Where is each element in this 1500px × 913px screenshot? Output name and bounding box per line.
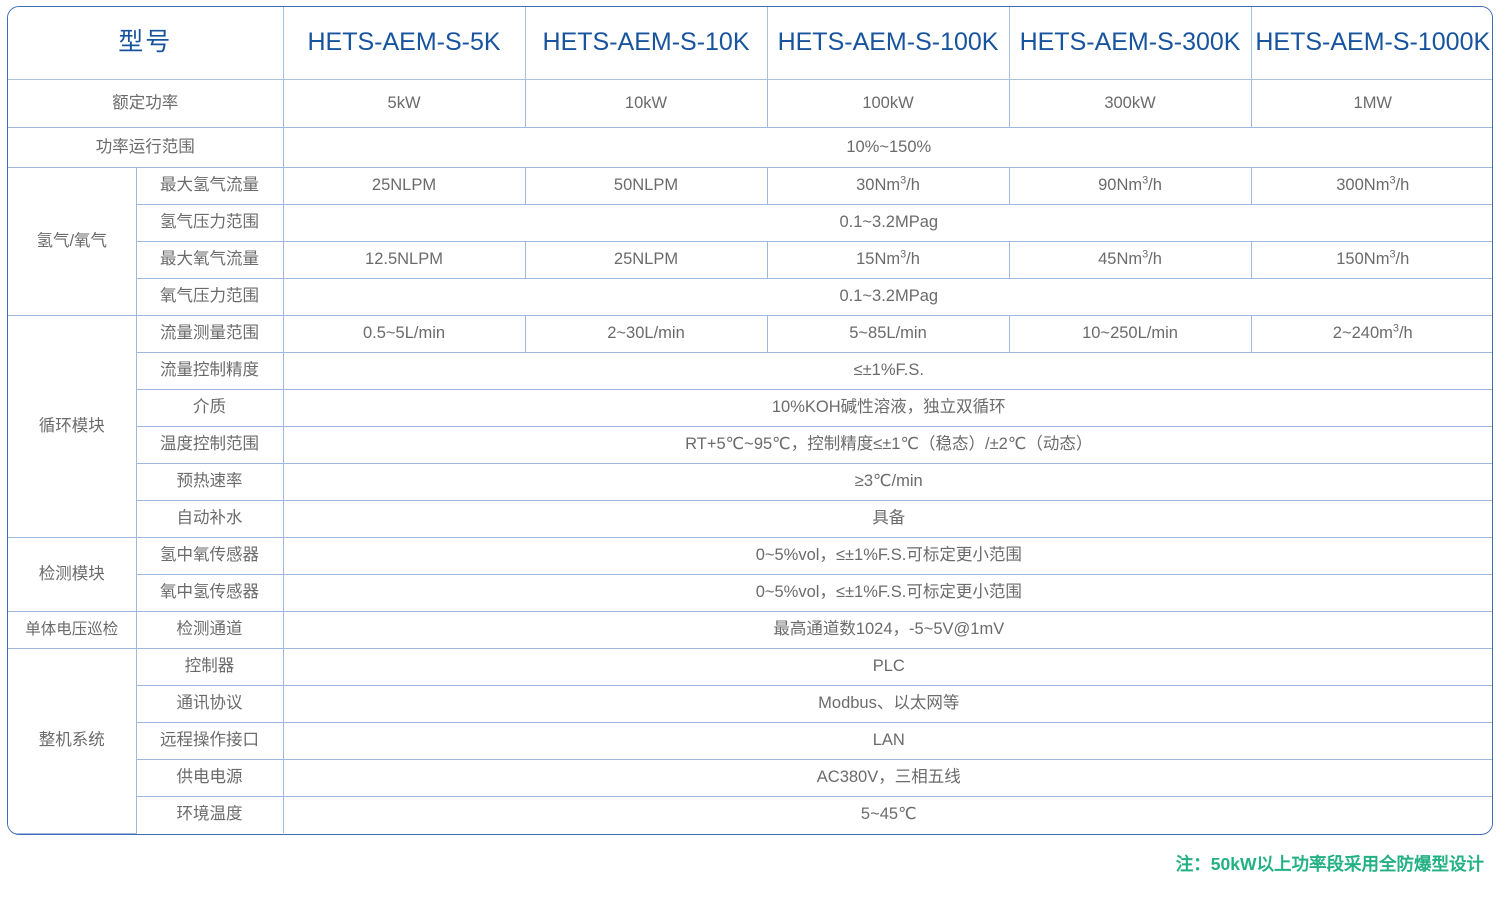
cell-preheat-rate-value: ≥3℃/min	[282, 462, 1492, 501]
cell-rated-power-4: 300kW	[1008, 78, 1252, 128]
cell-max-o2-flow-4: 45Nm3/h	[1008, 240, 1252, 279]
group-label-detection-module: 检测模块	[8, 536, 137, 612]
cell-flow-measure-range-1: 0.5~5L/min	[282, 314, 526, 353]
header-cell-model-3: HETS-AEM-S-100K	[766, 7, 1010, 80]
row-preheat-rate: 预热速率 ≥3℃/min	[8, 462, 1492, 501]
group-label-complete-system: 整机系统	[8, 647, 137, 834]
cell-communication-protocol-value: Modbus、以太网等	[282, 684, 1492, 723]
row-label-h2-pressure-range: 氢气压力范围	[136, 203, 284, 242]
cell-max-h2-flow-3: 30Nm3/h	[766, 166, 1010, 205]
row-ambient-temperature: 环境温度 5~45℃	[8, 795, 1492, 833]
cell-flow-measure-range-3: 5~85L/min	[766, 314, 1010, 353]
cell-max-o2-flow-3: 15Nm3/h	[766, 240, 1010, 279]
row-o2-pressure-range: 氧气压力范围 0.1~3.2MPag	[8, 277, 1492, 316]
cell-controller-value: PLC	[282, 647, 1492, 686]
cell-o2-pressure-range-value: 0.1~3.2MPag	[282, 277, 1492, 316]
group-label-cell-voltage-inspection: 单体电压巡检	[8, 610, 137, 649]
row-label-detection-channel: 检测通道	[135, 610, 284, 649]
row-label-max-o2-flow: 最大氧气流量	[136, 240, 284, 279]
row-communication-protocol: 通讯协议 Modbus、以太网等	[8, 684, 1492, 723]
header-cell-model: 型号	[8, 7, 284, 80]
cell-medium-value: 10%KOH碱性溶液，独立双循环	[282, 388, 1492, 427]
row-label-flow-control-accuracy: 流量控制精度	[136, 351, 284, 390]
header-cell-model-1: HETS-AEM-S-5K	[282, 7, 526, 80]
row-medium: 介质 10%KOH碱性溶液，独立双循环	[8, 388, 1492, 427]
cell-auto-water-refill-value: 具备	[282, 499, 1492, 538]
cell-detection-channel-value: 最高通道数1024，-5~5V@1mV	[282, 610, 1492, 649]
group-label-hydrogen-oxygen: 氢气/氧气	[8, 166, 137, 316]
row-max-h2-flow: 氢气/氧气 最大氢气流量 25NLPM 50NLPM 30Nm3/h 90Nm3…	[8, 166, 1492, 316]
row-label-o2-in-h2-sensor: 氢中氧传感器	[135, 536, 284, 575]
row-power-range: 功率运行范围 10%~150%	[8, 126, 1492, 168]
cell-flow-measure-range-4: 10~250L/min	[1008, 314, 1252, 353]
row-flow-measure-range: 循环模块 流量测量范围 0.5~5L/min 2~30L/min 5~85L/m…	[8, 314, 1492, 538]
table-body: 型号 HETS-AEM-S-5K HETS-AEM-S-10K HETS-AEM…	[8, 7, 1492, 834]
row-label-temperature-control-range: 温度控制范围	[136, 425, 284, 464]
cell-h2-pressure-range-value: 0.1~3.2MPag	[282, 203, 1492, 242]
row-label-remote-interface: 远程操作接口	[136, 721, 284, 760]
cell-flow-measure-range-5: 2~240m3/h	[1250, 314, 1492, 353]
row-temperature-control-range: 温度控制范围 RT+5℃~95℃，控制精度≤±1℃（稳态）/±2℃（动态）	[8, 425, 1492, 464]
header-model-label: 型号	[118, 28, 173, 57]
row-label-power-supply: 供电电源	[136, 758, 284, 797]
row-flow-control-accuracy: 流量控制精度 ≤±1%F.S.	[8, 351, 1492, 390]
row-detection-channel: 单体电压巡检 检测通道 最高通道数1024，-5~5V@1mV	[8, 610, 1492, 649]
row-power-supply: 供电电源 AC380V，三相五线	[8, 758, 1492, 797]
row-label-max-h2-flow: 最大氢气流量	[135, 166, 284, 205]
row-h2-in-o2-sensor: 氧中氢传感器 0~5%vol，≤±1%F.S.可标定更小范围	[8, 573, 1492, 612]
cell-h2-in-o2-sensor-value: 0~5%vol，≤±1%F.S.可标定更小范围	[282, 573, 1492, 612]
row-label-medium: 介质	[136, 388, 284, 427]
row-remote-interface: 远程操作接口 LAN	[8, 721, 1492, 760]
specification-table-container: 型号 HETS-AEM-S-5K HETS-AEM-S-10K HETS-AEM…	[7, 6, 1493, 835]
cell-max-o2-flow-2: 25NLPM	[524, 240, 768, 279]
footnote-text: 注：50kW以上功率段采用全防爆型设计	[1175, 854, 1484, 874]
specification-table: 型号 HETS-AEM-S-5K HETS-AEM-S-10K HETS-AEM…	[8, 7, 1492, 834]
cell-flow-control-accuracy-value: ≤±1%F.S.	[282, 351, 1492, 390]
row-h2-pressure-range: 氢气压力范围 0.1~3.2MPag	[8, 203, 1492, 242]
row-label-o2-pressure-range: 氧气压力范围	[136, 277, 284, 316]
row-auto-water-refill: 自动补水 具备	[8, 499, 1492, 538]
header-cell-model-4: HETS-AEM-S-300K	[1008, 7, 1252, 80]
row-label-power-range: 功率运行范围	[8, 126, 284, 168]
header-cell-model-2: HETS-AEM-S-10K	[524, 7, 768, 80]
row-label-controller: 控制器	[135, 647, 284, 686]
row-label-communication-protocol: 通讯协议	[136, 684, 284, 723]
cell-max-o2-flow-5: 150Nm3/h	[1250, 240, 1492, 279]
row-label-auto-water-refill: 自动补水	[136, 499, 284, 538]
header-cell-model-5: HETS-AEM-S-1000K	[1250, 7, 1492, 80]
cell-power-range-value: 10%~150%	[282, 126, 1492, 168]
row-controller: 整机系统 控制器 PLC	[8, 647, 1492, 834]
cell-rated-power-5: 1MW	[1250, 78, 1492, 128]
cell-ambient-temperature-value: 5~45℃	[282, 795, 1492, 833]
row-o2-in-h2-sensor: 检测模块 氢中氧传感器 0~5%vol，≤±1%F.S.可标定更小范围	[8, 536, 1492, 612]
cell-flow-measure-range-2: 2~30L/min	[524, 314, 768, 353]
row-label-flow-measure-range: 流量测量范围	[135, 314, 284, 353]
row-max-o2-flow: 最大氧气流量 12.5NLPM 25NLPM 15Nm3/h 45Nm3/h 1…	[8, 240, 1492, 279]
row-label-h2-in-o2-sensor: 氧中氢传感器	[136, 573, 284, 612]
cell-max-h2-flow-4: 90Nm3/h	[1008, 166, 1252, 205]
cell-remote-interface-value: LAN	[282, 721, 1492, 760]
cell-max-h2-flow-5: 300Nm3/h	[1250, 166, 1492, 205]
table-header-row: 型号 HETS-AEM-S-5K HETS-AEM-S-10K HETS-AEM…	[8, 7, 1492, 80]
row-label-ambient-temperature: 环境温度	[136, 795, 284, 833]
cell-power-supply-value: AC380V，三相五线	[282, 758, 1492, 797]
cell-max-o2-flow-1: 12.5NLPM	[282, 240, 526, 279]
cell-rated-power-1: 5kW	[282, 78, 526, 128]
cell-o2-in-h2-sensor-value: 0~5%vol，≤±1%F.S.可标定更小范围	[282, 536, 1492, 575]
cell-max-h2-flow-1: 25NLPM	[282, 166, 526, 205]
cell-max-h2-flow-2: 50NLPM	[524, 166, 768, 205]
cell-rated-power-3: 100kW	[766, 78, 1010, 128]
cell-rated-power-2: 10kW	[524, 78, 768, 128]
row-label-preheat-rate: 预热速率	[136, 462, 284, 501]
group-label-circulation-module: 循环模块	[8, 314, 137, 538]
cell-temperature-control-range-value: RT+5℃~95℃，控制精度≤±1℃（稳态）/±2℃（动态）	[282, 425, 1492, 464]
row-rated-power: 额定功率 5kW 10kW 100kW 300kW 1MW	[8, 78, 1492, 128]
row-label-rated-power: 额定功率	[8, 78, 284, 128]
